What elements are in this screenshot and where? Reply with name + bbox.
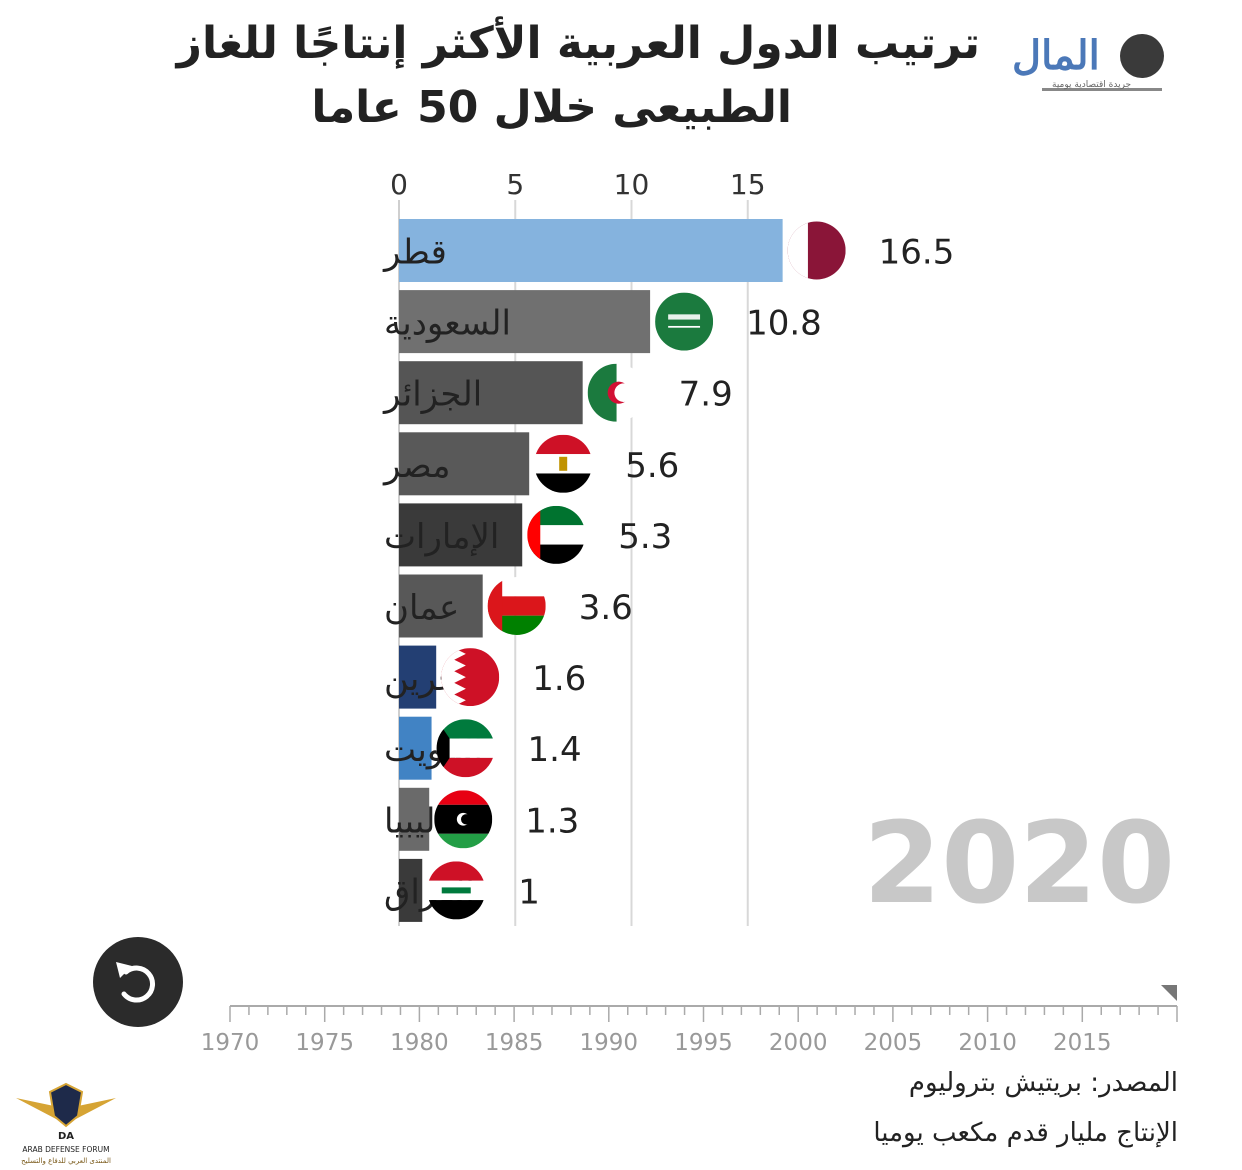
x-tick-label: 15 — [730, 168, 766, 201]
category-label: عمان — [384, 588, 459, 628]
badge-subtext: المنتدى العربي للدفاع والتسليح — [21, 1157, 111, 1165]
x-tick-label: 5 — [506, 168, 524, 201]
globe-icon — [1120, 34, 1164, 78]
bahrain-flag-icon — [441, 648, 500, 707]
timeline-tick-label: 2010 — [958, 1030, 1017, 1056]
libya-flag-icon — [434, 790, 493, 849]
timeline-tick-label: 2005 — [864, 1030, 923, 1056]
bar — [399, 858, 423, 922]
timeline-tick-label: 1990 — [580, 1030, 639, 1056]
value-label: 10.8 — [746, 304, 822, 344]
bar — [399, 432, 530, 496]
x-tick-label: 0 — [390, 168, 408, 201]
bar — [399, 645, 437, 709]
timeline-tick-label: 1985 — [485, 1030, 544, 1056]
timeline-tick-label: 1995 — [674, 1030, 733, 1056]
bar — [399, 290, 651, 354]
value-label: 5.3 — [618, 517, 672, 557]
forum-badge: DA ARAB DEFENSE FORUM المنتدى العربي للد… — [16, 1082, 116, 1165]
egypt-flag-icon — [534, 434, 593, 493]
category-label: قطر — [382, 233, 447, 273]
timeline-handle[interactable] — [1161, 985, 1177, 1001]
logo-underline — [1042, 88, 1162, 91]
algeria-flag-icon — [587, 363, 646, 422]
value-label: 3.6 — [579, 588, 633, 628]
replay-icon — [116, 962, 156, 1003]
chart-title-line1: ترتيب الدول العربية الأكثر إنتاجًا للغاز — [176, 18, 980, 69]
timeline-tick-label: 1975 — [295, 1030, 354, 1056]
iraq-flag-icon — [427, 861, 486, 920]
value-label: 1.4 — [528, 730, 582, 770]
value-label: 1.6 — [532, 659, 586, 699]
category-label: الإمارات — [384, 517, 499, 557]
uae-flag-icon — [527, 505, 586, 564]
oman-flag-icon — [487, 577, 546, 635]
category-label: الجزائر — [382, 375, 482, 415]
timeline-tick-label: 1970 — [201, 1030, 260, 1056]
value-label: 5.6 — [625, 446, 679, 486]
bar — [399, 503, 523, 567]
kuwait-flag-icon — [436, 719, 495, 778]
timeline-tick-label: 2015 — [1053, 1030, 1112, 1056]
value-label: 16.5 — [879, 233, 955, 273]
timeline-tick-label: 2000 — [769, 1030, 828, 1056]
badge-text: ARAB DEFENSE FORUM — [22, 1145, 109, 1154]
logo-text: المال — [1012, 32, 1100, 79]
category-label: ليبيا — [384, 801, 436, 841]
value-label: 1 — [518, 872, 540, 912]
chart-title-line2: الطبيعى خلال 50 عاما — [311, 82, 792, 133]
bar — [399, 219, 783, 282]
saudi-flag-icon — [655, 292, 714, 351]
timeline-tick-label: 1980 — [390, 1030, 449, 1056]
category-label: السعودية — [384, 304, 511, 344]
bar — [399, 787, 430, 851]
badge-initials: DA — [58, 1131, 74, 1142]
unit-note: الإنتاج مليار قدم مكعب يوميا — [873, 1118, 1178, 1148]
x-tick-label: 10 — [614, 168, 650, 201]
source-note: المصدر: بريتيش بتروليوم — [908, 1068, 1178, 1098]
bar-chart: 0 5 10 15 قطر 16.5 السعودية 10.8 الجزائر 7.9 مصر 5… — [93, 168, 1178, 1056]
replay-button[interactable] — [93, 937, 183, 1027]
bar — [399, 574, 483, 638]
bar — [399, 716, 432, 780]
bar — [399, 361, 583, 425]
qatar-flag-icon — [787, 221, 846, 280]
year-label: 2020 — [863, 799, 1175, 929]
value-label: 7.9 — [679, 375, 733, 415]
value-label: 1.3 — [525, 801, 579, 841]
category-label: مصر — [382, 446, 450, 486]
publisher-logo: المال جريدة اقتصادية يومية — [1012, 28, 1164, 98]
logo-subtitle: جريدة اقتصادية يومية — [1052, 80, 1132, 90]
